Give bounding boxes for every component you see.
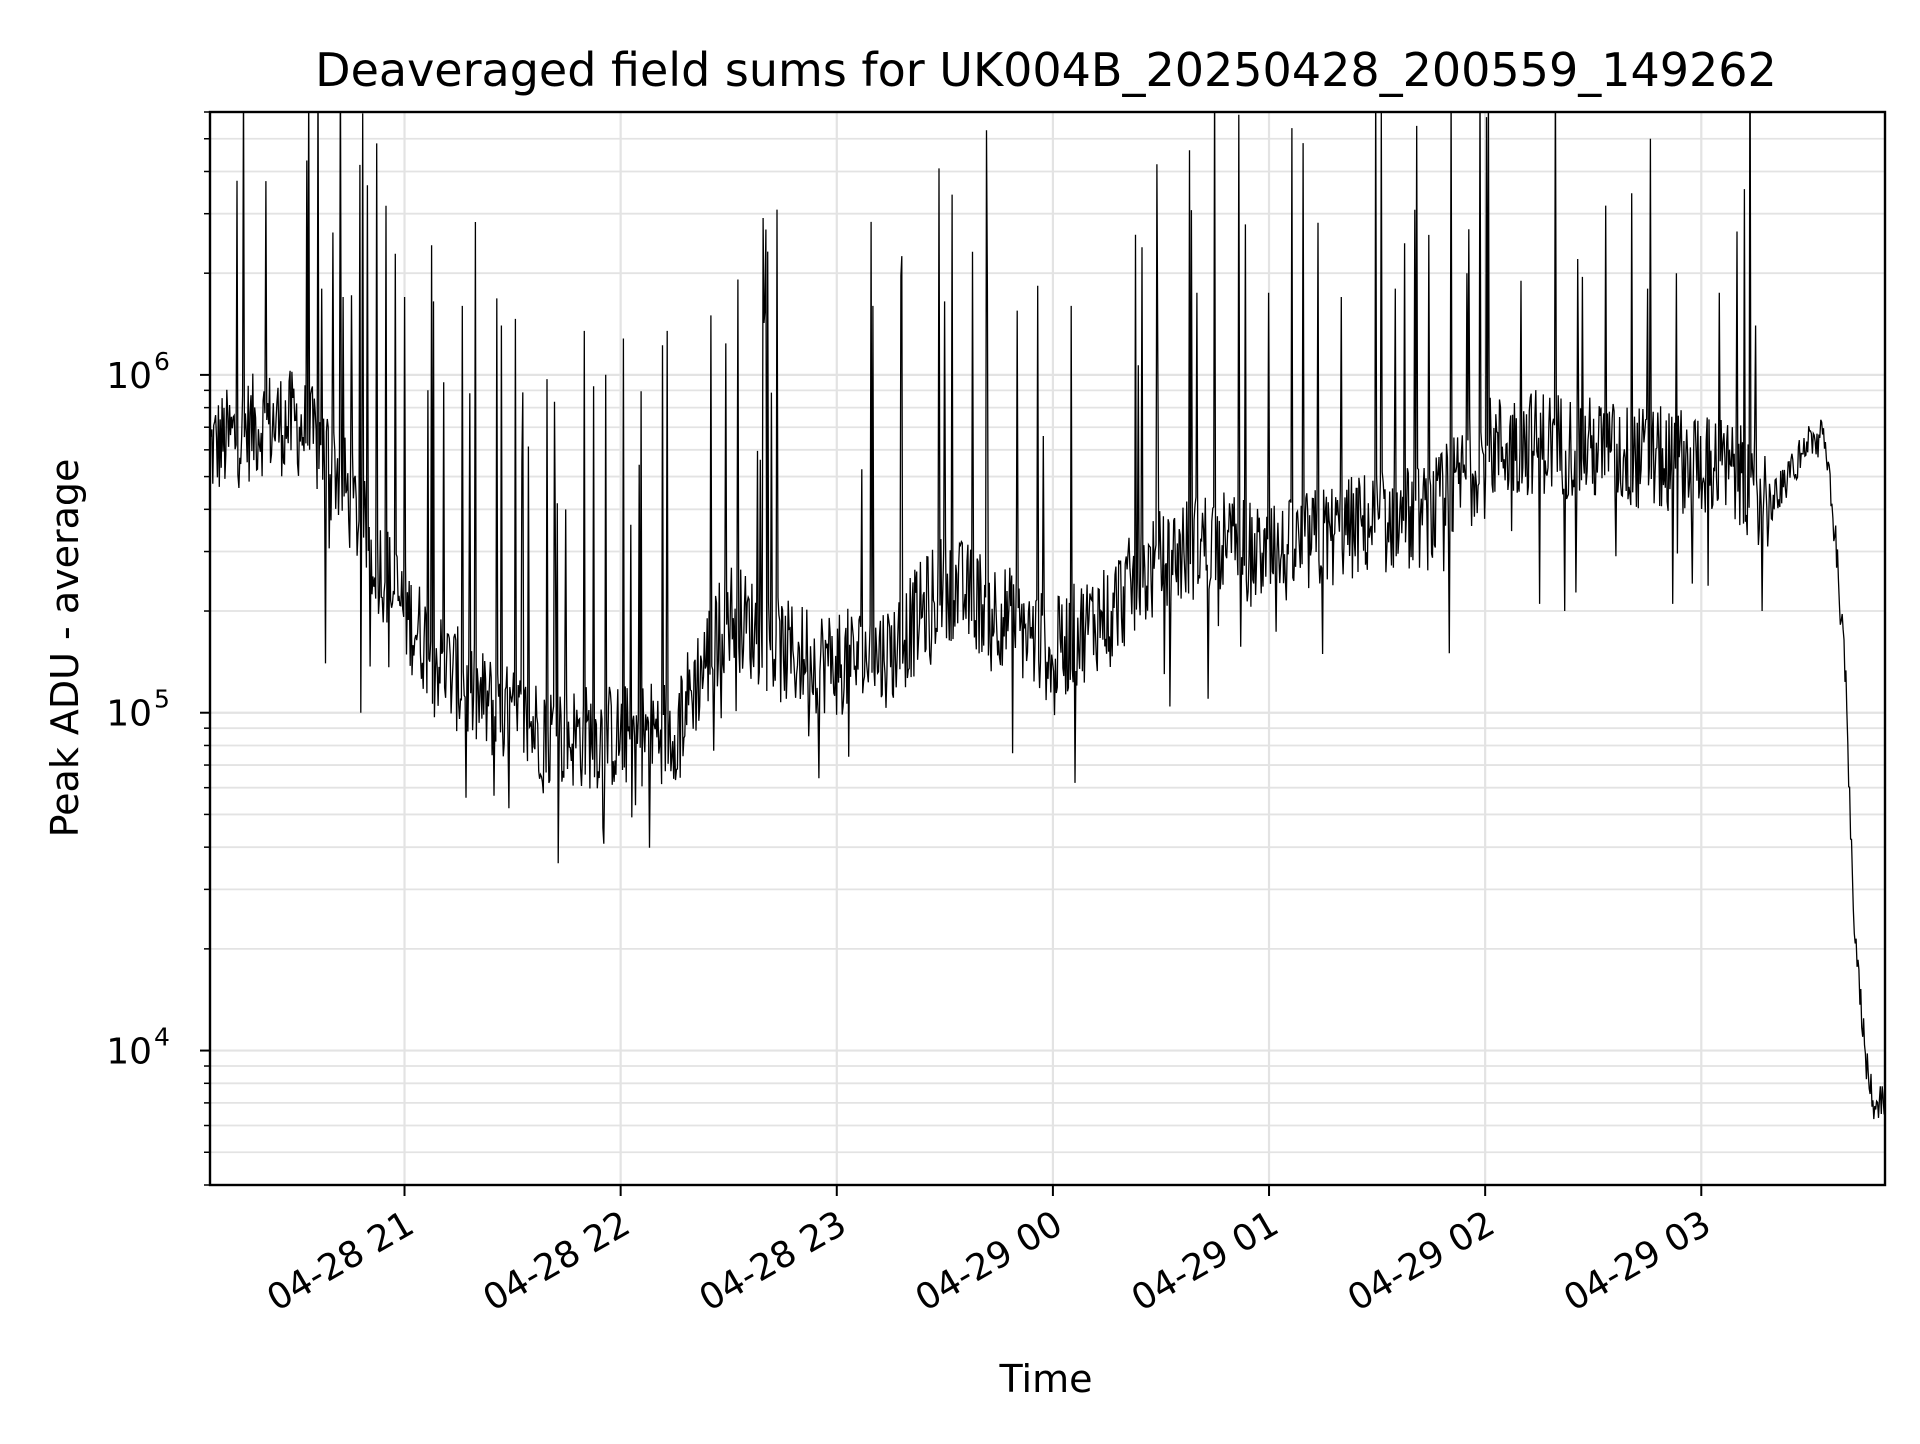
plot-area: [210, 112, 1885, 1120]
y-axis-label: Peak ADU - average: [43, 459, 87, 838]
y-tick-exponent: 5: [154, 685, 170, 714]
y-tick-label: 10 4: [106, 1023, 170, 1073]
y-tick-label: 10 6: [106, 347, 170, 397]
y-tick-exponent: 4: [154, 1023, 170, 1052]
y-tick-exponent: 6: [154, 347, 170, 376]
chart-title: Deaveraged field sums for UK004B_2025042…: [315, 43, 1777, 97]
series-line: [210, 112, 1885, 1120]
x-axis-label: Time: [999, 1357, 1093, 1401]
y-tick-base: 10: [106, 356, 152, 397]
y-tick-base: 10: [106, 694, 152, 735]
grid-lines: [210, 111, 1885, 1186]
y-tick-base: 10: [106, 1032, 152, 1073]
y-tick-label: 10 5: [106, 685, 170, 735]
plot-frame: [208, 110, 1887, 1187]
